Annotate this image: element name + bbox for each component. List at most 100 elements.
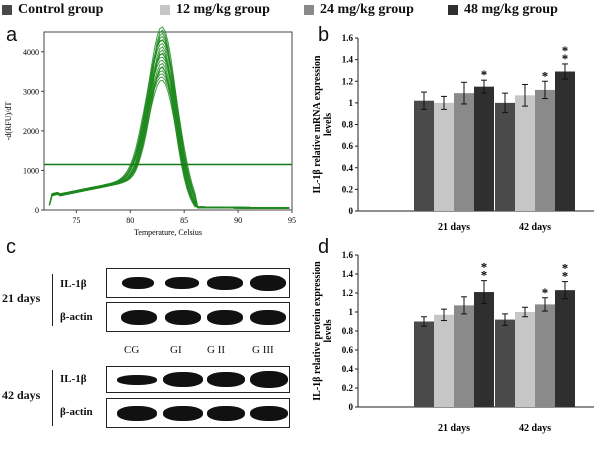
- melt-curve-chart: 75 80 85 90 95 0 1000 2000 3000 4000 Temperature, …: [4, 26, 296, 237]
- x-axis-label: Temperature, Celsius: [134, 228, 202, 237]
- legend-swatch: [448, 5, 458, 15]
- blot-actin-42: [106, 398, 290, 428]
- y-tick-label: 0.8: [342, 120, 354, 130]
- legend-swatch: [160, 5, 170, 15]
- y-axis-label-line1: IL-1β relative protein expression: [312, 261, 323, 401]
- y-tick-label: 0.2: [342, 184, 354, 194]
- category-label: 21 days: [438, 423, 470, 434]
- lane-gi: GI: [170, 344, 182, 356]
- y-tick-label: 1.4: [342, 55, 354, 65]
- significance-mark: *: [542, 68, 549, 83]
- legend-item: 48 mg/kg group: [448, 2, 558, 18]
- y-tick-label: 2000: [23, 127, 39, 136]
- band: [250, 310, 286, 325]
- plot-frame: [43, 31, 293, 211]
- significance-mark: *: [542, 285, 549, 300]
- legend-item: Control group: [2, 2, 103, 18]
- melt-curve-line: [48, 62, 290, 209]
- bar: [454, 93, 474, 211]
- legend-swatch: [304, 5, 314, 15]
- il1b-label-21: IL-1β: [60, 278, 87, 290]
- bar: [474, 86, 494, 211]
- x-tick-label: 85: [180, 216, 188, 225]
- y-axis-label: -d(RFU)/dT: [4, 102, 13, 141]
- melt-curve-line: [48, 49, 290, 209]
- bar: [414, 100, 434, 211]
- western-day21-label: 21 days: [2, 291, 41, 305]
- legend-label: 24 mg/kg group: [320, 2, 414, 17]
- band: [207, 276, 243, 290]
- panel-label-d: d: [318, 236, 330, 258]
- western-blot-panel: 21 days IL-1β β-actin CG GI G II G III 4…: [0, 262, 300, 451]
- melt-curve-line: [48, 46, 290, 209]
- y-tick-label: 0: [349, 402, 354, 412]
- melt-curve-line: [48, 73, 290, 209]
- legend-item: 12 mg/kg group: [160, 2, 270, 18]
- y-tick-label: 0.4: [342, 364, 354, 374]
- western-day42-label: 42 days: [2, 388, 41, 402]
- y-tick-label: 1.2: [342, 288, 354, 298]
- category-label: 42 days: [519, 222, 551, 233]
- legend-label: Control group: [18, 2, 104, 17]
- band: [250, 406, 288, 421]
- significance-mark: *: [481, 67, 488, 82]
- band: [122, 277, 154, 289]
- y-tick-label: 0: [35, 206, 39, 215]
- y-axis-label-line1: IL-1β relative mRNA expression: [312, 55, 323, 193]
- band: [117, 406, 157, 421]
- y-axis-label-line2: levels: [323, 319, 334, 342]
- bar: [555, 71, 575, 211]
- legend-item: 24 mg/kg group: [304, 2, 414, 18]
- legend-swatch: [2, 5, 12, 15]
- y-tick-label: 1.4: [342, 269, 354, 279]
- y-tick-label: 1.6: [342, 33, 354, 43]
- bar: [535, 304, 555, 407]
- x-tick-label: 75: [72, 216, 80, 225]
- y-tick-label: 0.2: [342, 383, 354, 393]
- melt-curve-line: [48, 26, 290, 209]
- band: [165, 277, 199, 289]
- y-tick-label: 0.6: [342, 345, 354, 355]
- melt-curve-line: [48, 66, 290, 209]
- significance-mark: *: [562, 43, 569, 58]
- blot-il1b-21: [106, 268, 290, 298]
- band: [163, 406, 203, 421]
- band: [163, 372, 203, 387]
- x-tick-label: 95: [288, 216, 296, 225]
- lane-gii: G II: [207, 344, 226, 356]
- significance-mark: *: [562, 269, 569, 284]
- significance-mark: *: [562, 51, 569, 66]
- legend-label: 48 mg/kg group: [464, 2, 558, 17]
- y-tick-label: 0.4: [342, 163, 354, 173]
- y-axis-label-line2: levels: [323, 113, 334, 136]
- bar: [414, 321, 434, 407]
- bar: [474, 292, 494, 407]
- significance-mark: *: [481, 260, 488, 275]
- x-tick-label: 80: [126, 216, 134, 225]
- band: [207, 406, 245, 421]
- category-label: 21 days: [438, 222, 470, 233]
- band: [121, 310, 157, 325]
- y-tick-label: 0.6: [342, 141, 354, 151]
- y-tick-label: 1000: [23, 166, 39, 175]
- bar: [434, 314, 454, 407]
- band: [165, 310, 201, 325]
- y-tick-label: 0: [349, 206, 354, 216]
- bar: [515, 312, 535, 407]
- significance-mark: *: [562, 261, 569, 276]
- band: [250, 275, 286, 291]
- day21-bracket: [52, 274, 53, 326]
- y-tick-label: 1.2: [342, 76, 354, 86]
- panel-label-b: b: [318, 24, 330, 46]
- legend-label: 12 mg/kg group: [176, 2, 270, 17]
- band: [250, 371, 288, 388]
- il1b-label-42: IL-1β: [60, 373, 87, 385]
- bar: [555, 290, 575, 407]
- bar: [515, 95, 535, 211]
- actin-label-42: β-actin: [60, 406, 93, 418]
- significance-mark: *: [481, 268, 488, 283]
- x-tick-label: 90: [234, 216, 242, 225]
- panel-label-a: a: [6, 24, 18, 46]
- actin-label-21: β-actin: [60, 311, 93, 323]
- y-tick-label: 1: [349, 98, 354, 108]
